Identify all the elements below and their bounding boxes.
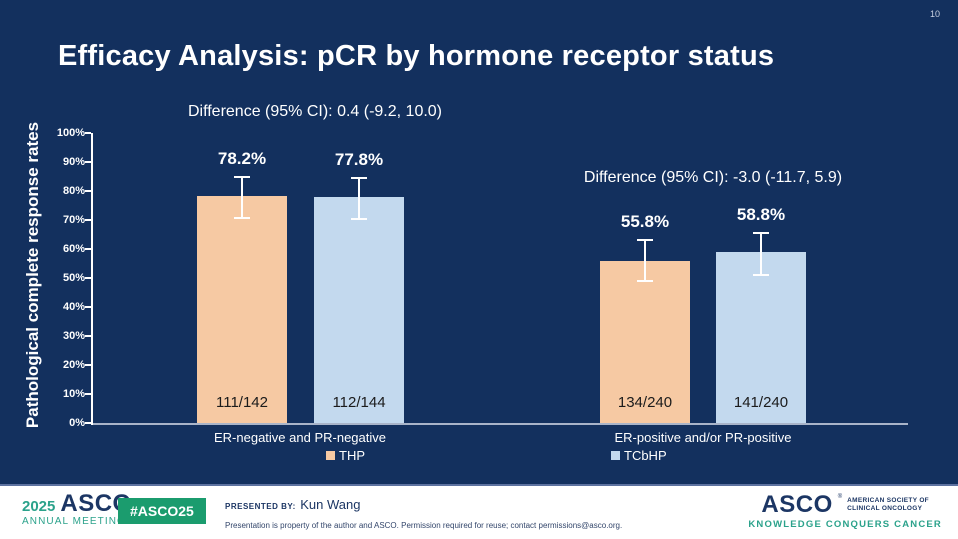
legend-label: THP	[339, 448, 365, 463]
error-bar-stem	[644, 239, 646, 282]
legend-swatch-icon	[611, 451, 620, 460]
disclaimer-text: Presentation is property of the author a…	[225, 521, 623, 530]
error-bar-cap-bottom	[234, 217, 250, 220]
bar-thp-2	[600, 261, 690, 423]
bar-fraction-label: 112/144	[332, 394, 386, 411]
legend-label: TCbHP	[624, 448, 667, 463]
y-tick-mark	[85, 190, 91, 192]
asco-society-line2: CLINICAL ONCOLOGY	[847, 505, 923, 512]
bar-value-label: 58.8%	[736, 204, 786, 224]
y-tick-label: 50%	[62, 272, 85, 284]
y-tick-mark	[85, 393, 91, 395]
error-bar-cap-top	[351, 176, 367, 179]
presenter-block: PRESENTED BY: Kun Wang Presentation is p…	[225, 496, 622, 530]
bar-value-label: 77.8%	[334, 149, 384, 169]
registered-mark-icon: ®	[837, 494, 843, 500]
presented-by-label: PRESENTED BY:	[225, 502, 296, 511]
bar-tcbhp-2	[716, 252, 806, 423]
asco-society-logo: ASCO ® AMERICAN SOCIETY OF CLINICAL ONCO…	[748, 491, 942, 531]
page-number: 10	[929, 9, 940, 19]
bar-value-label: 55.8%	[620, 212, 670, 232]
error-bar-stem	[760, 231, 762, 276]
bar-fraction-label: 141/240	[733, 394, 789, 411]
y-tick-label: 20%	[62, 359, 85, 371]
asco-society-name: AMERICAN SOCIETY OF CLINICAL ONCOLOGY	[847, 497, 929, 513]
legend-item-thp: THP	[326, 448, 365, 463]
presenter-name: Kun Wang	[300, 497, 361, 512]
y-tick-mark	[85, 248, 91, 250]
legend-swatch-icon	[326, 451, 335, 460]
hashtag-badge: #ASCO25	[118, 498, 206, 524]
y-tick-mark	[85, 364, 91, 366]
y-tick-label: 70%	[62, 214, 85, 226]
x-axis-line	[93, 423, 908, 425]
error-bar-cap-top	[234, 175, 250, 178]
asco-tagline: KNOWLEDGE CONQUERS CANCER	[748, 519, 942, 530]
footer: 2025 ASCO ® ANNUAL MEETING #ASCO25 PRESEN…	[0, 484, 958, 539]
asco-wordmark: ASCO	[761, 491, 833, 518]
y-tick-label: 80%	[62, 185, 85, 197]
error-bar-cap-top	[753, 231, 769, 234]
meeting-year: 2025	[22, 498, 56, 515]
y-tick-label: 100%	[56, 127, 85, 139]
y-tick-label: 40%	[62, 301, 85, 313]
error-bar-cap-bottom	[637, 279, 653, 282]
page-title: Efficacy Analysis: pCR by hormone recept…	[58, 40, 775, 72]
difference-annotation-1: Difference (95% CI): 0.4 (-9.2, 10.0)	[187, 103, 443, 120]
category-label: ER-positive and/or PR-positive	[614, 430, 792, 445]
error-bar-cap-bottom	[351, 218, 367, 221]
bar-tcbhp-1	[314, 197, 404, 423]
error-bar-stem	[241, 175, 243, 220]
y-tick-mark	[85, 306, 91, 308]
y-tick-label: 30%	[62, 330, 85, 342]
y-tick-label: 90%	[62, 156, 85, 168]
error-bar-cap-bottom	[753, 273, 769, 276]
y-axis-line	[91, 133, 93, 425]
asco-society-line1: AMERICAN SOCIETY OF	[847, 497, 929, 504]
bar-thp-1	[197, 196, 287, 423]
meeting-name: ANNUAL MEETING	[22, 516, 126, 527]
y-tick-mark	[85, 277, 91, 279]
category-label: ER-negative and PR-negative	[214, 430, 386, 445]
asco-society-logo-row: ASCO ® AMERICAN SOCIETY OF CLINICAL ONCO…	[748, 491, 942, 518]
bar-value-label: 78.2%	[217, 148, 267, 168]
bar-fraction-label: 134/240	[617, 394, 673, 411]
y-tick-mark	[85, 219, 91, 221]
y-tick-mark	[85, 335, 91, 337]
y-tick-label: 10%	[62, 388, 85, 400]
error-bar-cap-top	[637, 239, 653, 242]
presented-by-line: PRESENTED BY: Kun Wang	[225, 496, 622, 514]
y-tick-mark	[85, 132, 91, 134]
legend-item-tcbhp: TCbHP	[611, 448, 667, 463]
y-tick-mark	[85, 422, 91, 424]
y-tick-mark	[85, 161, 91, 163]
y-tick-label: 0%	[69, 417, 85, 429]
error-bar-stem	[358, 176, 360, 221]
bar-fraction-label: 111/142	[216, 394, 268, 411]
difference-annotation-2: Difference (95% CI): -3.0 (-11.7, 5.9)	[583, 169, 843, 186]
y-tick-label: 60%	[62, 243, 85, 255]
